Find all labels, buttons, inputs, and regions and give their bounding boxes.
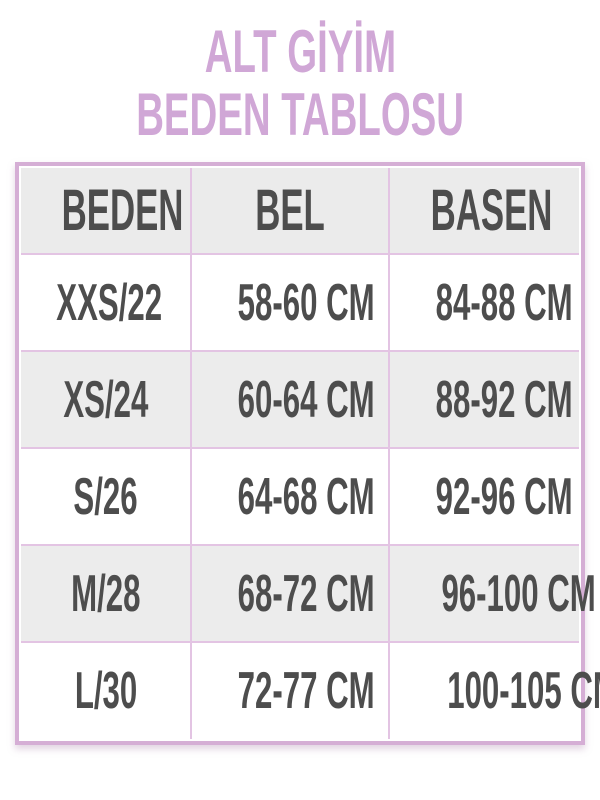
header-cell-basen: BASEN: [388, 168, 579, 254]
beden-cell: S/26: [21, 447, 192, 545]
header-cell-bel: BEL: [190, 168, 390, 254]
beden-value: L/30: [74, 662, 137, 720]
basen-cell: 100-105 CM: [388, 641, 600, 739]
table-row: XS/24 60-64 CM 88-92 CM: [21, 350, 579, 448]
bel-cell: 72-77 CM: [190, 641, 390, 739]
table-row: L/30 72-77 CM 100-105 CM: [21, 641, 600, 739]
bel-value: 72-77 CM: [237, 662, 375, 720]
bel-cell: 60-64 CM: [190, 350, 390, 448]
beden-cell: L/30: [21, 641, 192, 739]
basen-value: 84-88 CM: [435, 273, 573, 332]
size-table: BEDEN BEL BASEN XXS/22 58-60 CM 84-88 CM…: [21, 168, 600, 739]
beden-value: XS/24: [63, 370, 149, 429]
page-title-line2-text: BEDEN TABLOSU: [136, 81, 464, 148]
size-table-frame: BEDEN BEL BASEN XXS/22 58-60 CM 84-88 CM…: [15, 162, 600, 745]
bel-value: 68-72 CM: [237, 564, 375, 623]
table-row: S/26 64-68 CM 92-96 CM: [21, 447, 579, 545]
beden-cell: XXS/22: [21, 253, 192, 351]
table-row: M/28 68-72 CM 96-100 CM: [21, 544, 596, 642]
bel-value: 64-68 CM: [237, 467, 375, 526]
basen-value: 92-96 CM: [435, 467, 573, 526]
basen-value: 88-92 CM: [435, 370, 573, 429]
table-row: XXS/22 58-60 CM 84-88 CM: [21, 253, 579, 351]
header-bel-text: BEL: [255, 178, 326, 243]
page-title: ALT GİYİM BEDEN TABLOSU: [0, 0, 600, 146]
page-title-line1-text: ALT GİYİM: [204, 18, 396, 85]
basen-cell: 84-88 CM: [388, 253, 579, 351]
beden-cell: M/28: [21, 544, 192, 642]
bel-cell: 68-72 CM: [190, 544, 390, 642]
page-title-line2: BEDEN TABLOSU: [0, 83, 600, 146]
page-title-line1: ALT GİYİM: [0, 20, 600, 83]
basen-cell: 92-96 CM: [388, 447, 579, 545]
beden-value: M/28: [70, 564, 141, 623]
header-basen-text: BASEN: [430, 178, 553, 243]
bel-cell: 58-60 CM: [190, 253, 390, 351]
basen-cell: 96-100 CM: [388, 544, 596, 642]
beden-cell: XS/24: [21, 350, 192, 448]
table-header-row: BEDEN BEL BASEN: [21, 168, 579, 254]
bel-value: 58-60 CM: [237, 273, 375, 332]
basen-value: 96-100 CM: [441, 564, 597, 623]
basen-cell: 88-92 CM: [388, 350, 579, 448]
beden-value: XXS/22: [56, 273, 163, 332]
header-beden-text: BEDEN: [61, 178, 184, 243]
bel-cell: 64-68 CM: [190, 447, 390, 545]
header-cell-beden: BEDEN: [21, 168, 192, 254]
bel-value: 60-64 CM: [237, 370, 375, 429]
beden-value: S/26: [73, 467, 138, 526]
basen-value: 100-105 CM: [447, 662, 600, 720]
